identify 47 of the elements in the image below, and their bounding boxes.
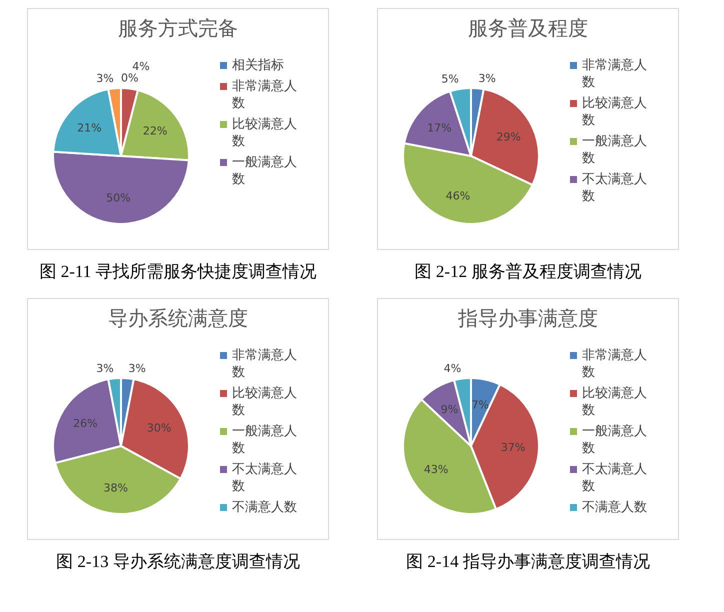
legend-label: 一般满意人数 xyxy=(232,423,298,457)
chart-title: 指导办事满意度 xyxy=(457,305,599,332)
data-label: 38% xyxy=(103,481,128,494)
legend-label: 一般满意人数 xyxy=(232,154,298,188)
data-label: 7% xyxy=(471,398,489,412)
caption: 图 2-11 寻找所需服务快捷度调查情况 xyxy=(38,261,318,283)
data-label: 37% xyxy=(500,440,526,454)
data-label: 4% xyxy=(444,362,462,376)
data-label: 29% xyxy=(496,130,521,144)
legend-label: 不太满意人数 xyxy=(582,461,648,495)
data-label: 21% xyxy=(77,122,102,135)
data-label: 30% xyxy=(146,422,172,435)
data-label: 5% xyxy=(441,72,459,86)
legend-label: 非常满意人数 xyxy=(582,347,648,381)
legend-label: 不满意人数 xyxy=(582,499,648,516)
data-label: 22% xyxy=(142,124,168,138)
legend-label: 比较满意人数 xyxy=(232,116,298,150)
legend-label: 一般满意人数 xyxy=(582,133,648,167)
data-label: 50% xyxy=(106,192,131,205)
data-label: 17% xyxy=(427,122,452,135)
caption: 图 2-13 导办系统满意度调查情况 xyxy=(55,551,301,573)
legend-label: 非常满意人数 xyxy=(232,78,298,112)
data-label: 9% xyxy=(440,403,458,416)
caption: 图 2-12 服务普及程度调查情况 xyxy=(414,261,642,283)
legend-label: 比较满意人数 xyxy=(232,385,298,419)
chart-title: 服务方式完备 xyxy=(117,15,239,42)
legend-label: 不太满意人数 xyxy=(232,461,298,495)
data-label: 46% xyxy=(446,190,470,203)
legend-label: 相关指标 xyxy=(232,57,285,74)
text: 0% xyxy=(121,72,138,84)
data-label: 43% xyxy=(424,463,448,476)
legend-label: 比较满意人数 xyxy=(582,95,648,129)
caption: 图 2-14 指导办事满意度调查情况 xyxy=(405,551,651,573)
data-label: 3% xyxy=(478,72,496,85)
legend-label: 不太满意人数 xyxy=(582,171,648,205)
chart-title: 导办系统满意度 xyxy=(107,305,249,332)
data-label: 26% xyxy=(73,416,98,430)
data-label: 4% xyxy=(132,60,150,74)
data-label: 3% xyxy=(128,362,146,375)
legend-label: 比较满意人数 xyxy=(582,385,648,419)
legend-label: 非常满意人数 xyxy=(582,57,648,91)
data-label: 3% xyxy=(96,72,114,85)
legend-label: 一般满意人数 xyxy=(582,423,648,457)
data-label: 3% xyxy=(96,362,114,375)
legend-label: 不满意人数 xyxy=(232,499,298,516)
legend-label: 非常满意人数 xyxy=(232,347,298,381)
chart-title: 服务普及程度 xyxy=(467,15,589,42)
